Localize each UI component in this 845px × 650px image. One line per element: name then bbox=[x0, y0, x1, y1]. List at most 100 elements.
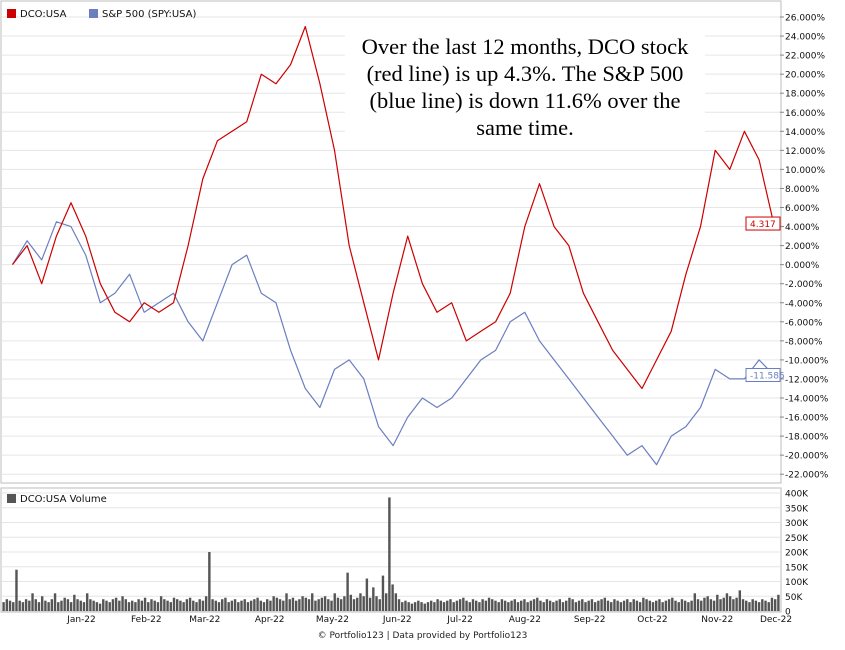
volume-bar bbox=[719, 599, 722, 611]
x-tick-label: Nov-22 bbox=[701, 615, 733, 625]
volume-bar bbox=[413, 602, 417, 611]
volume-bar bbox=[757, 602, 761, 611]
price-y-axis: 26.000% 24.000% 22.000% 20.000% 18.000% 16.00… bbox=[780, 14, 829, 481]
volume-bar bbox=[761, 599, 764, 611]
volume-bar bbox=[433, 602, 436, 611]
volume-gridlines bbox=[2, 492, 780, 612]
x-tick-label: Jun-22 bbox=[382, 615, 412, 625]
volume-bar bbox=[243, 599, 246, 611]
price-y-tick-label: 2.000% bbox=[785, 242, 820, 252]
volume-bar bbox=[40, 596, 44, 611]
volume-y-tick-label: 150K bbox=[785, 563, 809, 573]
volume-bar bbox=[622, 600, 626, 611]
volume-bar bbox=[327, 599, 330, 611]
volume-bar bbox=[352, 599, 356, 611]
price-y-tick-label: 20.000% bbox=[785, 71, 825, 81]
price-y-tick-label: -20.000% bbox=[785, 452, 829, 462]
volume-bar bbox=[320, 597, 324, 611]
volume-bar bbox=[500, 599, 504, 611]
volume-bar bbox=[494, 600, 497, 611]
footer-credit: © Portfolio123 | Data provided by Portfo… bbox=[317, 631, 528, 641]
legend-label-volume: DCO:USA Volume bbox=[20, 494, 107, 505]
volume-bar bbox=[246, 602, 250, 611]
legend-swatch-dco bbox=[7, 9, 16, 18]
volume-y-tick-label: 350K bbox=[785, 504, 809, 514]
volume-bar bbox=[545, 599, 549, 611]
volume-bar bbox=[696, 599, 700, 611]
volume-bar bbox=[346, 572, 349, 611]
volume-bar bbox=[304, 597, 308, 611]
volume-bar bbox=[266, 599, 269, 611]
volume-bar bbox=[600, 599, 603, 611]
volume-bar bbox=[597, 600, 600, 611]
volume-bar bbox=[237, 602, 240, 611]
volume-bar bbox=[188, 597, 192, 611]
volume-bar bbox=[288, 599, 291, 611]
series-line-dco bbox=[12, 25, 775, 390]
x-tick-label: Mar-22 bbox=[189, 615, 220, 625]
volume-bar bbox=[50, 599, 54, 611]
price-y-tick-label: -10.000% bbox=[785, 356, 829, 366]
volume-bar bbox=[738, 590, 742, 611]
volume-bar bbox=[725, 593, 729, 611]
volume-bar bbox=[484, 600, 488, 611]
volume-bar bbox=[102, 599, 105, 611]
volume-bar bbox=[751, 599, 754, 611]
price-y-tick-label: 14.000% bbox=[785, 128, 825, 138]
legend-swatch-volume bbox=[7, 494, 16, 503]
price-y-tick-label: 4.000% bbox=[785, 223, 820, 233]
volume-bar bbox=[491, 599, 494, 611]
volume-bar bbox=[381, 575, 385, 611]
volume-bar bbox=[693, 593, 697, 611]
volume-bar bbox=[34, 599, 37, 611]
volume-bar bbox=[658, 599, 661, 611]
volume-bar bbox=[638, 602, 642, 611]
volume-bar bbox=[18, 600, 21, 611]
volume-bar bbox=[590, 599, 594, 611]
price-y-tick-label: 26.000% bbox=[785, 14, 825, 24]
volume-bar bbox=[632, 599, 635, 611]
volume-bar bbox=[143, 597, 147, 611]
volume-bar bbox=[417, 600, 420, 611]
volume-bar bbox=[343, 596, 346, 611]
volume-bar bbox=[584, 602, 587, 611]
series-line-sp500 bbox=[11, 221, 775, 466]
volume-bar bbox=[767, 602, 770, 611]
volume-bar bbox=[118, 600, 121, 611]
volume-bar bbox=[208, 552, 211, 611]
chart-annotation: Over the last 12 months, DCO stock (red … bbox=[345, 33, 705, 141]
price-y-tick-label: 16.000% bbox=[785, 109, 825, 119]
volume-bar bbox=[169, 602, 172, 611]
volume-bar bbox=[76, 599, 79, 611]
volume-bar bbox=[365, 578, 369, 611]
volume-bar bbox=[420, 602, 423, 611]
volume-bar bbox=[134, 602, 137, 611]
volume-bar bbox=[548, 600, 552, 611]
volume-bar bbox=[249, 600, 253, 611]
end-value-label: -11.585 bbox=[750, 371, 785, 381]
volume-bar bbox=[526, 602, 529, 611]
volume-bar bbox=[89, 599, 92, 611]
volume-bar bbox=[256, 597, 259, 611]
volume-bar bbox=[375, 596, 378, 611]
volume-bar bbox=[404, 600, 407, 611]
volume-bar bbox=[368, 597, 372, 611]
volume-bar bbox=[384, 593, 388, 611]
volume-bar bbox=[616, 600, 619, 611]
volume-bar bbox=[114, 597, 118, 611]
volume-bar bbox=[613, 599, 616, 611]
volume-bar bbox=[201, 600, 205, 611]
volume-bar bbox=[211, 599, 214, 611]
volume-bar bbox=[462, 597, 465, 611]
volume-bar bbox=[773, 599, 777, 611]
volume-bar bbox=[153, 600, 156, 611]
volume-bar bbox=[150, 599, 153, 611]
price-y-tick-label: -16.000% bbox=[785, 414, 829, 424]
volume-bar bbox=[176, 599, 179, 611]
volume-bar bbox=[513, 599, 516, 611]
end-value-label: 4.317 bbox=[750, 220, 776, 230]
volume-bar bbox=[291, 597, 295, 611]
x-tick-label: Jan-22 bbox=[66, 615, 96, 625]
volume-bar bbox=[314, 600, 317, 611]
volume-bar bbox=[642, 597, 645, 611]
